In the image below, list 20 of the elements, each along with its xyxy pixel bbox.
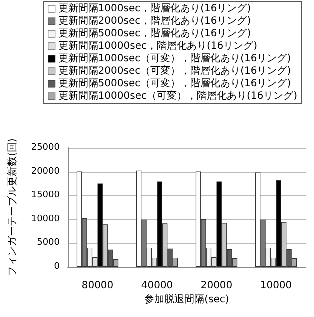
y-tick-label: 10000	[31, 214, 60, 224]
x-tick-label: 40000	[141, 280, 174, 292]
x-tick-label: 80000	[82, 280, 114, 292]
legend-label: 更新間隔2000sec，階層化あり(16リング)	[58, 15, 252, 27]
legend-label: 更新間隔10000sec，階層化あり(16リング)	[58, 40, 258, 52]
legend-label: 更新間隔10000sec（可変），階層化あり(16リング)	[58, 90, 298, 102]
legend-label: 更新間隔1000sec，階層化あり(16リング)	[58, 2, 252, 14]
legend-label: 更新間隔2000sec（可変），階層化あり(16リング)	[58, 65, 292, 77]
x-axis-title: 参加脱退間隔(sec)	[144, 294, 230, 306]
y-tick-label: 20000	[31, 166, 60, 177]
y-tick-label: 15000	[31, 190, 60, 201]
legend-label: 更新間隔1000sec（可変），階層化あり(16リング)	[58, 52, 292, 64]
y-tick-label: 0	[54, 262, 60, 272]
y-tick-label: 5000	[37, 238, 60, 248]
y-tick-label: 25000	[31, 143, 60, 153]
y-axis-title: フィンガーテーブル更新数(回)	[6, 138, 18, 276]
x-tick-label: 10000	[260, 280, 292, 292]
x-tick-label: 20000	[200, 280, 233, 292]
legend-label: 更新間隔5000sec（可変），階層化あり(16リング)	[58, 78, 292, 90]
legend-label: 更新間隔5000sec，階層化あり(16リング)	[58, 28, 252, 40]
